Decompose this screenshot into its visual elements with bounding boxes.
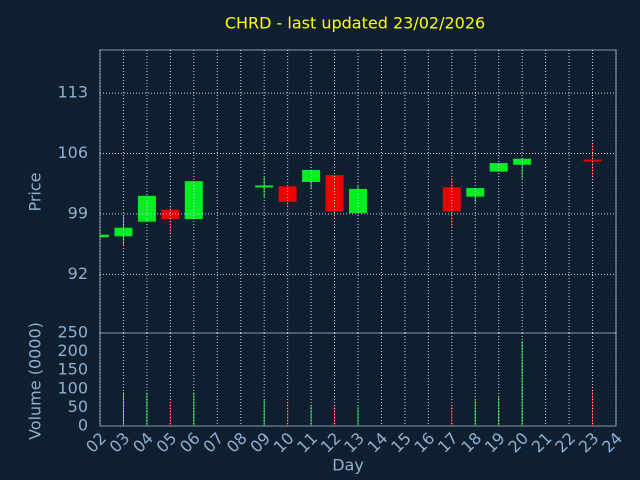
candle-body bbox=[137, 195, 156, 222]
candle-body bbox=[325, 175, 344, 212]
y-tick-label: 113 bbox=[57, 83, 88, 102]
chart-title: CHRD - last updated 23/02/2026 bbox=[225, 14, 485, 33]
candle-body bbox=[255, 185, 274, 188]
y-tick-label: 106 bbox=[57, 143, 88, 162]
y-tick-label: 99 bbox=[68, 203, 88, 222]
volume-axis-label: Volume (0000) bbox=[26, 322, 45, 440]
volume-tick-label: 50 bbox=[68, 397, 88, 416]
volume-tick-label: 200 bbox=[57, 341, 88, 360]
candle-body bbox=[114, 227, 133, 237]
candle-body bbox=[100, 234, 109, 238]
x-axis-label: Day bbox=[332, 456, 364, 475]
y-axis-label: Price bbox=[26, 172, 45, 211]
candle-body bbox=[466, 188, 485, 197]
candle-body bbox=[583, 159, 602, 162]
price-plot bbox=[100, 142, 602, 246]
candle-body bbox=[442, 187, 461, 212]
x-tick-label: 24 bbox=[598, 429, 626, 457]
volume-tick-label: 100 bbox=[57, 378, 88, 397]
candle-body bbox=[161, 209, 180, 220]
candle-body bbox=[302, 169, 321, 183]
y-tick-label: 92 bbox=[68, 264, 88, 283]
volume-plot bbox=[122, 341, 594, 426]
volume-tick-label: 0 bbox=[78, 416, 88, 435]
volume-tick-label: 150 bbox=[57, 360, 88, 379]
volume-tick-label: 250 bbox=[57, 323, 88, 342]
